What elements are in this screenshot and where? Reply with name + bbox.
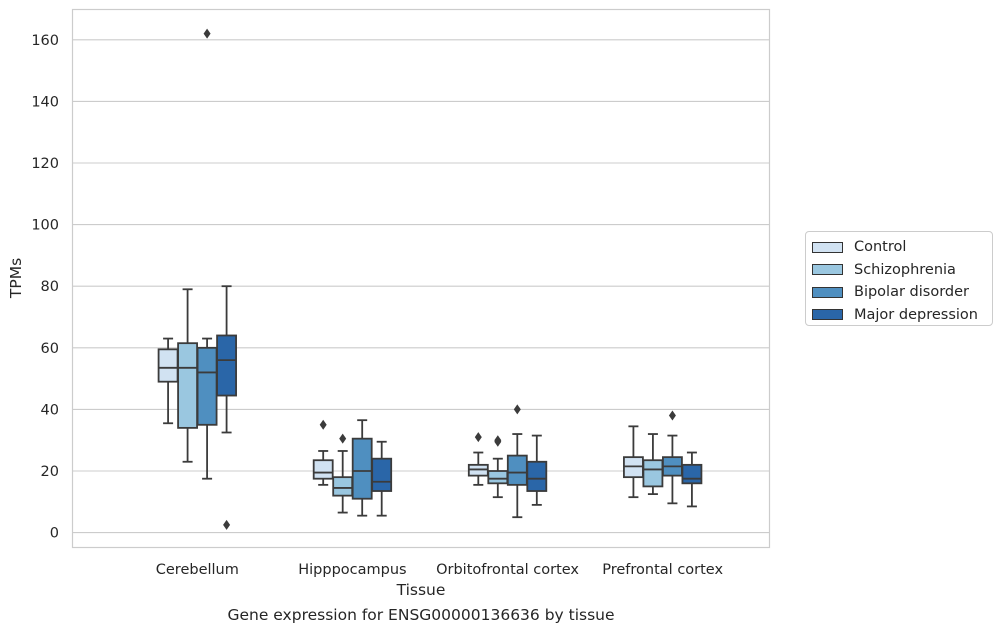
box-schizophrenia-hipppocampus bbox=[332, 433, 354, 514]
legend-swatch-bipolar-disorder bbox=[812, 286, 843, 298]
y-tick-label: 160 bbox=[31, 33, 59, 49]
legend-label-schizophrenia: Schizophrenia bbox=[854, 261, 956, 278]
y-tick-label: 140 bbox=[31, 94, 59, 110]
box-iqr bbox=[506, 454, 528, 486]
box-bipolar-disorder-prefrontal-cortex bbox=[662, 410, 683, 505]
outlier-point bbox=[203, 28, 211, 39]
box-groups bbox=[157, 28, 703, 530]
outlier-point bbox=[494, 436, 502, 447]
x-axis-ticks: Cerebellum Hipppocampus Orbitofrontal cort… bbox=[156, 562, 724, 578]
box-iqr bbox=[332, 476, 354, 497]
legend-label-bipolar-disorder: Bipolar disorder bbox=[854, 284, 969, 301]
x-tick-label: Orbitofrontal cortex bbox=[436, 562, 579, 578]
legend-label-control: Control bbox=[854, 239, 907, 256]
y-tick-label: 80 bbox=[41, 279, 59, 295]
outlier-point bbox=[668, 410, 676, 421]
box-schizophrenia-orbitofrontal-cortex bbox=[487, 435, 509, 499]
box-iqr bbox=[196, 346, 218, 426]
box-iqr bbox=[487, 470, 509, 485]
box-iqr bbox=[216, 334, 237, 397]
box-control-prefrontal-cortex bbox=[623, 425, 644, 499]
box-schizophrenia-prefrontal-cortex bbox=[642, 433, 664, 496]
x-tick-label: Prefrontal cortex bbox=[602, 562, 723, 578]
legend-label-major-depression: Major depression bbox=[854, 306, 978, 323]
y-tick-label: 20 bbox=[41, 464, 59, 480]
box-iqr bbox=[157, 348, 179, 383]
box-iqr bbox=[681, 463, 703, 485]
box-bipolar-disorder-cerebellum bbox=[196, 28, 218, 480]
outlier-point bbox=[474, 432, 482, 443]
box-major-depression-orbitofrontal-cortex bbox=[526, 434, 548, 506]
y-axis-ticks: 0 20 40 60 80 100 120 140 160 bbox=[31, 33, 59, 542]
box-bipolar-disorder-orbitofrontal-cortex bbox=[506, 404, 528, 519]
box-schizophrenia-cerebellum bbox=[177, 288, 198, 463]
legend: Control Schizophrenia Bipolar disorder M… bbox=[805, 231, 993, 326]
box-major-depression-hipppocampus bbox=[371, 440, 393, 517]
legend-item-bipolar-disorder: Bipolar disorder bbox=[812, 281, 992, 304]
box-iqr bbox=[351, 437, 373, 500]
legend-item-schizophrenia: Schizophrenia bbox=[812, 259, 992, 282]
y-tick-label: 100 bbox=[31, 218, 59, 234]
y-axis-title: TPMs bbox=[7, 258, 25, 299]
y-tick-label: 120 bbox=[31, 156, 59, 172]
legend-swatch-major-depression bbox=[812, 309, 843, 321]
legend-swatch-schizophrenia bbox=[812, 264, 843, 276]
x-tick-label: Cerebellum bbox=[156, 562, 239, 578]
box-control-hipppocampus bbox=[312, 419, 334, 486]
legend-swatch-control bbox=[812, 241, 843, 253]
outlier-point bbox=[513, 404, 521, 415]
figure-caption: Gene expression for ENSG00000136636 by t… bbox=[227, 606, 615, 624]
y-tick-label: 40 bbox=[41, 402, 59, 418]
box-bipolar-disorder-hipppocampus bbox=[351, 419, 373, 517]
outlier-point bbox=[223, 519, 231, 530]
outlier-point bbox=[319, 419, 327, 430]
plot-frame bbox=[71, 8, 771, 549]
box-control-orbitofrontal-cortex bbox=[467, 432, 489, 486]
box-iqr bbox=[371, 457, 393, 492]
outlier-point bbox=[339, 433, 347, 444]
box-major-depression-cerebellum bbox=[216, 285, 237, 530]
box-iqr bbox=[312, 459, 334, 480]
box-iqr bbox=[642, 459, 664, 488]
y-tick-label: 60 bbox=[41, 341, 59, 357]
y-tick-label: 0 bbox=[50, 526, 59, 542]
legend-item-major-depression: Major depression bbox=[812, 304, 992, 327]
box-major-depression-prefrontal-cortex bbox=[681, 451, 703, 508]
box-control-cerebellum bbox=[157, 337, 179, 425]
legend-item-control: Control bbox=[812, 236, 992, 259]
box-iqr bbox=[526, 460, 548, 492]
x-tick-label: Hipppocampus bbox=[298, 562, 406, 578]
box-iqr bbox=[177, 342, 198, 429]
x-axis-title: Tissue bbox=[396, 581, 446, 599]
